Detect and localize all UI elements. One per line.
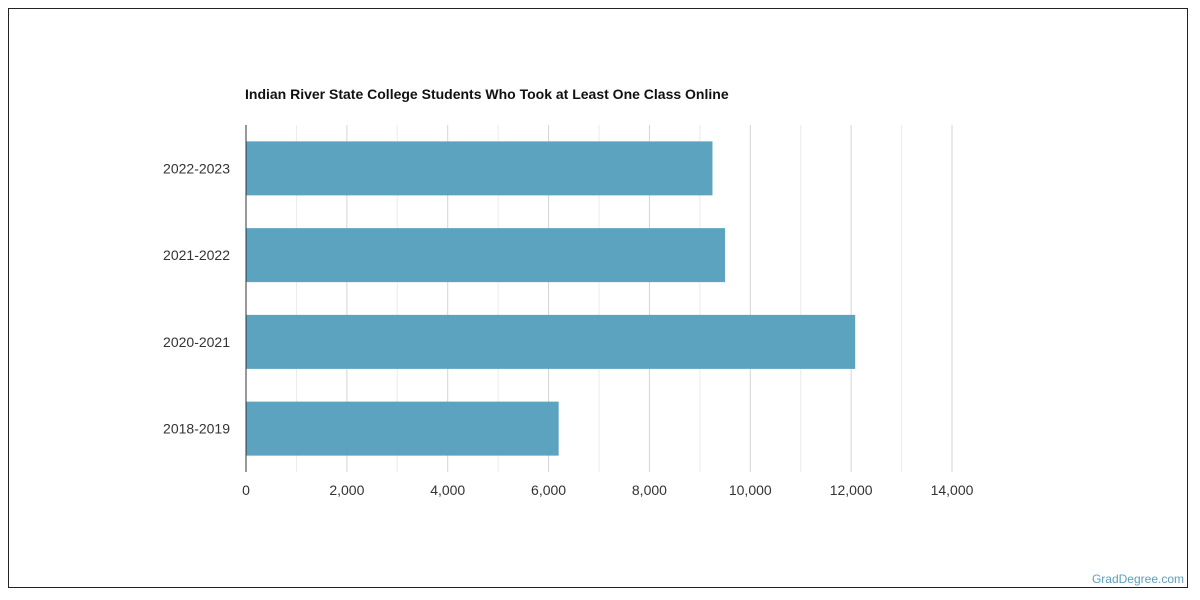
bar-2020-2021 — [246, 314, 856, 369]
x-tick-label: 2,000 — [329, 482, 364, 498]
bar-2022-2023 — [246, 141, 713, 196]
y-tick-label: 2020-2021 — [163, 334, 230, 350]
labels-layer: 2022-2023 2021-2022 2020-2021 2018-2019 0 2,0… — [163, 160, 974, 498]
watermark-credit: GradDegree.com — [1091, 572, 1184, 586]
y-tick-label: 2021-2022 — [163, 247, 230, 263]
x-tick-label: 8,000 — [632, 482, 667, 498]
x-tick-label: 6,000 — [531, 482, 566, 498]
chart-title: Indian River State College Students Who … — [245, 86, 729, 102]
y-tick-label: 2022-2023 — [163, 160, 230, 176]
x-tick-label: 4,000 — [430, 482, 465, 498]
x-tick-label: 12,000 — [830, 482, 873, 498]
y-tick-label: 2018-2019 — [163, 421, 230, 437]
chart-frame — [8, 8, 1188, 588]
bar-2021-2022 — [246, 228, 726, 283]
x-tick-label: 14,000 — [931, 482, 974, 498]
x-tick-label: 10,000 — [729, 482, 772, 498]
bars-layer — [246, 141, 856, 456]
x-tick-label: 0 — [242, 482, 250, 498]
bar-2018-2019 — [246, 401, 559, 456]
